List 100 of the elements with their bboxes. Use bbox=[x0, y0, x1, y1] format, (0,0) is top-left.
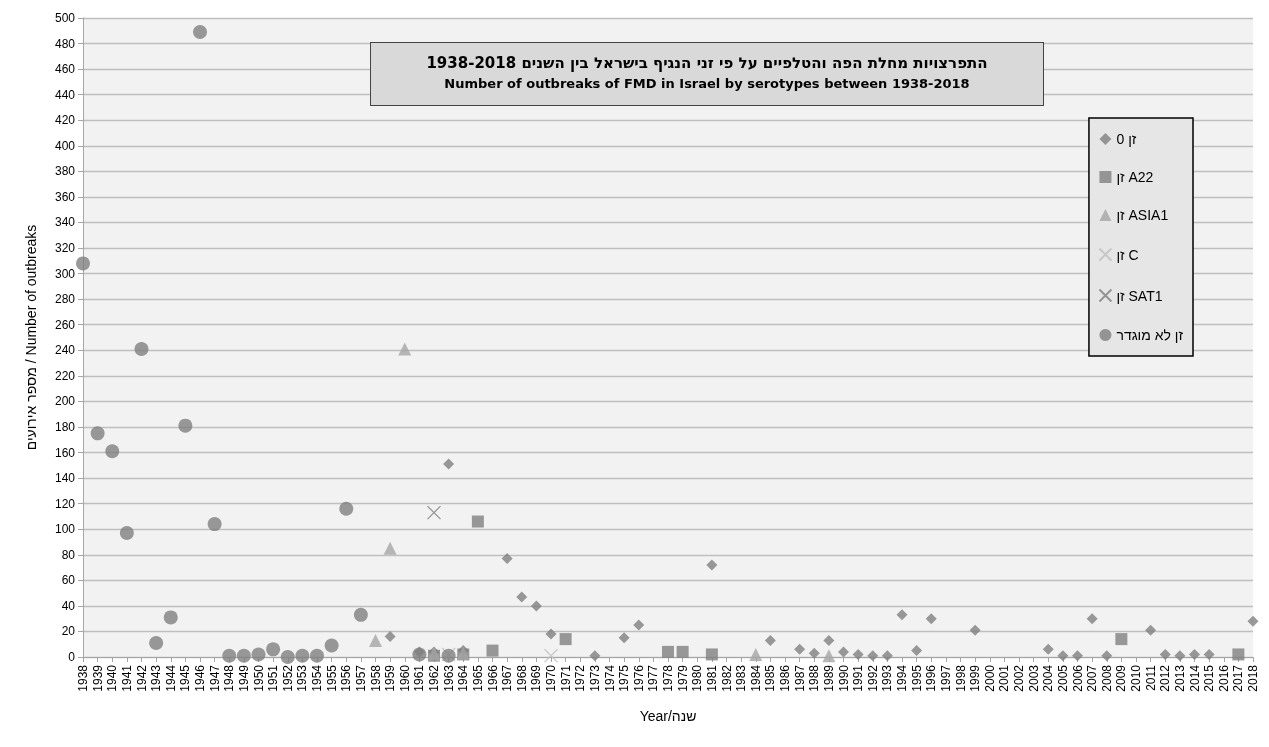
x-tick-label: 1960 bbox=[397, 664, 412, 692]
y-tick-label: 360 bbox=[54, 189, 76, 204]
x-tick-label: 1995 bbox=[909, 664, 924, 692]
x-tick-label: 1945 bbox=[178, 664, 193, 692]
y-tick-label: 240 bbox=[54, 343, 76, 358]
x-tick-label: 1944 bbox=[163, 664, 178, 692]
x-tick-label: 1969 bbox=[529, 664, 544, 692]
y-tick-label: 0 bbox=[68, 650, 76, 664]
x-tick-label: 1972 bbox=[573, 664, 588, 692]
x-tick-label: 2006 bbox=[1070, 664, 1085, 692]
x-tick-label: 1994 bbox=[895, 664, 909, 692]
legend-label: זן לא מוגדר bbox=[1116, 327, 1184, 343]
y-tick-label: 20 bbox=[61, 624, 76, 639]
x-tick-label: 1985 bbox=[763, 664, 778, 692]
x-tick-label: 2001 bbox=[997, 664, 1012, 692]
x-tick-label: 1991 bbox=[851, 664, 866, 692]
x-tick-label: 1950 bbox=[251, 664, 266, 692]
x-tick-label: 1943 bbox=[149, 664, 164, 692]
x-tick-label: 1966 bbox=[485, 664, 500, 692]
x-tick-label: 1992 bbox=[865, 664, 880, 692]
x-tick-label: 1971 bbox=[558, 664, 573, 692]
x-tick-label: 1953 bbox=[295, 664, 310, 692]
legend-label: זן A22 bbox=[1116, 169, 1154, 185]
x-tick-label: 1942 bbox=[134, 664, 149, 692]
x-tick-label: 1982 bbox=[719, 664, 734, 692]
x-tick-label: 1963 bbox=[441, 664, 456, 692]
x-tick-label: 1993 bbox=[880, 664, 895, 692]
x-tick-label: 2011 bbox=[1143, 664, 1158, 691]
x-tick-label: 2013 bbox=[1172, 664, 1187, 692]
x-tick-label: 1996 bbox=[924, 664, 939, 692]
x-tick-label: 2008 bbox=[1099, 664, 1114, 692]
x-tick-label: 2007 bbox=[1085, 664, 1100, 692]
x-tick-label: 1998 bbox=[953, 664, 968, 692]
x-tick-label: 1941 bbox=[119, 664, 134, 692]
y-tick-label: 300 bbox=[54, 266, 76, 281]
x-tick-label: 1940 bbox=[105, 664, 120, 692]
x-tick-label: 1980 bbox=[690, 664, 705, 692]
x-tick-label: 1939 bbox=[90, 664, 105, 692]
y-tick-label: 160 bbox=[54, 445, 76, 460]
x-tick-label: 1964 bbox=[456, 664, 471, 692]
y-tick-label: 140 bbox=[54, 471, 76, 486]
x-tick-label: 1938 bbox=[76, 664, 90, 692]
x-tick-label: 1989 bbox=[821, 664, 836, 692]
x-tick-label: 2017 bbox=[1231, 664, 1246, 692]
y-tick-label: 440 bbox=[54, 87, 76, 102]
x-tick-label: 1959 bbox=[383, 664, 398, 692]
x-tick-label: 1986 bbox=[778, 664, 792, 692]
x-tick-label: 2010 bbox=[1129, 664, 1143, 692]
y-tick-label: 220 bbox=[54, 368, 76, 383]
x-tick-label: 2014 bbox=[1187, 664, 1202, 692]
y-tick-label: 320 bbox=[54, 241, 76, 256]
y-tick-label: 80 bbox=[61, 547, 76, 562]
x-tick-label: 1952 bbox=[280, 664, 295, 692]
x-tick-label: 1967 bbox=[500, 664, 515, 692]
y-tick-label: 100 bbox=[54, 522, 76, 537]
y-tick-label: 500 bbox=[54, 11, 76, 25]
x-tick-label: 1987 bbox=[792, 664, 807, 692]
x-tick-label: 1983 bbox=[734, 664, 749, 692]
x-tick-label: 2000 bbox=[982, 664, 997, 692]
x-tick-label: 1962 bbox=[427, 664, 441, 692]
x-tick-label: 1981 bbox=[704, 664, 719, 692]
x-tick-label: 1958 bbox=[368, 664, 383, 692]
x-tick-label: 1954 bbox=[310, 664, 324, 692]
x-tick-label: 2009 bbox=[1114, 664, 1129, 692]
x-tick-label: 1977 bbox=[646, 664, 661, 692]
y-tick-label: 260 bbox=[54, 317, 76, 332]
x-tick-label: 1984 bbox=[748, 664, 763, 692]
y-tick-label: 280 bbox=[54, 292, 76, 307]
y-tick-label: 40 bbox=[61, 598, 76, 613]
y-tick-label: 460 bbox=[54, 62, 76, 77]
x-tick-label: 2015 bbox=[1202, 664, 1217, 692]
legend-label: זן C bbox=[1116, 246, 1139, 263]
legend-label: זן SAT1 bbox=[1116, 287, 1163, 304]
x-tick-label: 1948 bbox=[222, 664, 237, 692]
legend-label: זן ASIA1 bbox=[1116, 207, 1169, 223]
x-tick-label: 1979 bbox=[675, 664, 690, 692]
x-axis-title: Year/שנה bbox=[639, 708, 697, 724]
x-tick-label: 1974 bbox=[602, 664, 617, 692]
x-tick-label: 2004 bbox=[1041, 664, 1056, 692]
x-tick-label: 1968 bbox=[514, 664, 529, 692]
x-tick-label: 1970 bbox=[544, 664, 558, 692]
y-tick-label: 200 bbox=[54, 394, 76, 409]
x-tick-label: 1999 bbox=[968, 664, 983, 692]
x-tick-label: 2005 bbox=[1055, 664, 1070, 692]
x-tick-label: 1990 bbox=[836, 664, 851, 692]
x-tick-label: 1947 bbox=[207, 664, 222, 692]
x-tick-label: 2012 bbox=[1158, 664, 1173, 692]
x-tick-label: 1976 bbox=[631, 664, 646, 692]
y-tick-label: 340 bbox=[54, 215, 76, 230]
y-axis-title: מספר אירועים / Number of outbreaks bbox=[23, 224, 39, 451]
x-tick-label: 1957 bbox=[353, 664, 368, 692]
x-tick-label: 1978 bbox=[661, 664, 675, 692]
x-tick-label: 1961 bbox=[412, 664, 427, 692]
x-tick-label: 1956 bbox=[339, 664, 354, 692]
x-tick-label: 1988 bbox=[807, 664, 822, 692]
x-tick-label: 2018 bbox=[1246, 664, 1260, 692]
x-tick-label: 1949 bbox=[236, 664, 251, 692]
y-tick-label: 120 bbox=[54, 496, 76, 511]
x-tick-label: 1997 bbox=[938, 664, 953, 692]
y-tick-label: 480 bbox=[54, 36, 76, 51]
